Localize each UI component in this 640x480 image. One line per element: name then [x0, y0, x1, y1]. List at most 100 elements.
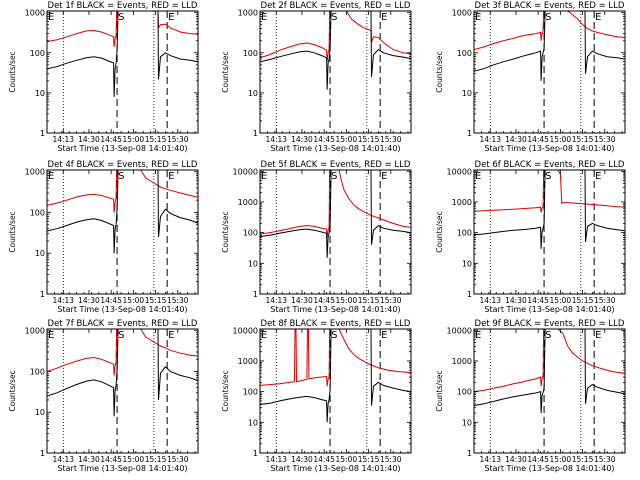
x-tick-label: 14:13 [265, 455, 287, 464]
event-marker-label: E [595, 171, 601, 182]
x-tick-label: 15:30 [380, 455, 402, 464]
y-tick-label: 1 [253, 129, 258, 138]
x-axis-title: Start Time (13-Sep-08 14:01:40) [270, 464, 400, 473]
y-tick-label: 1000 [452, 198, 472, 207]
x-axis-title: Start Time (13-Sep-08 14:01:40) [270, 305, 400, 314]
chart-title: Det 1f BLACK = Events, RED = LLD [48, 1, 198, 11]
reference-lines [489, 329, 595, 453]
series-line-events [260, 329, 411, 423]
chart-title: Det 2f BLACK = Events, RED = LLD [261, 1, 411, 11]
x-axis-title: Start Time (13-Sep-08 14:01:40) [484, 464, 614, 473]
chart-title: Det 4f BLACK = Events, RED = LLD [48, 160, 198, 170]
x-tick-label: 14:45 [100, 455, 122, 464]
y-tick-label: 1 [253, 449, 258, 458]
x-axis-title: Start Time (13-Sep-08 14:01:40) [484, 305, 614, 314]
x-tick-label: 14:30 [291, 135, 313, 144]
x-tick-label: 14:30 [505, 296, 527, 305]
plot-frame [473, 10, 626, 134]
reference-lines [275, 170, 381, 294]
plot-frame [46, 328, 199, 454]
event-marker-label: E [261, 330, 267, 341]
series-line-events [474, 170, 625, 249]
series-line-lld [474, 11, 625, 51]
y-tick-label: 1000 [238, 357, 258, 366]
x-tick-label: 14:13 [479, 296, 501, 305]
x-tick-label: 15:00 [123, 296, 145, 305]
event-marker-label: S [545, 171, 551, 182]
x-axis-title: Start Time (13-Sep-08 14:01:40) [57, 305, 187, 314]
x-tick-label: 14:30 [78, 135, 100, 144]
event-marker-label: S [545, 330, 551, 341]
x-tick-label: 15:30 [380, 135, 402, 144]
plot-frame [259, 328, 412, 454]
y-tick-label: 100 [30, 49, 45, 58]
event-marker-label: S [118, 171, 124, 182]
x-tick-label: 15:00 [123, 135, 145, 144]
plot-frame [46, 169, 199, 295]
y-tick-label: 1 [40, 290, 45, 299]
chart-title: Det 6f BLACK = Events, RED = LLD [475, 160, 625, 170]
event-marker-label: E [168, 171, 174, 182]
y-tick-label: 10 [248, 259, 258, 268]
x-tick-label: 14:13 [52, 455, 74, 464]
x-tick-label: 15:15 [358, 296, 380, 305]
x-axis-title: Start Time (13-Sep-08 14:01:40) [57, 144, 187, 153]
reference-lines [489, 11, 595, 133]
series-line-events [474, 329, 625, 414]
event-marker-label: E [48, 12, 54, 23]
chart-title: Det 9f BLACK = Events, RED = LLD [475, 319, 625, 329]
x-tick-label: 14:45 [100, 296, 122, 305]
x-tick-label: 15:15 [572, 455, 594, 464]
x-tick-label: 14:30 [505, 455, 527, 464]
x-tick-label: 15:15 [145, 455, 167, 464]
x-tick-label: 14:13 [52, 135, 74, 144]
x-tick-label: 14:30 [505, 135, 527, 144]
y-axis-title: Counts/sec [435, 51, 444, 92]
x-tick-label: 15:30 [594, 135, 616, 144]
event-marker-label: E [168, 330, 174, 341]
y-tick-label: 10000 [447, 326, 472, 335]
x-tick-label: 15:30 [594, 296, 616, 305]
y-tick-label: 1000 [452, 9, 472, 18]
y-tick-label: 10 [462, 418, 472, 427]
x-tick-label: 15:30 [594, 455, 616, 464]
x-tick-label: 15:15 [145, 135, 167, 144]
y-tick-label: 10000 [233, 326, 258, 335]
y-tick-label: 10000 [447, 167, 472, 176]
x-tick-label: 14:45 [313, 296, 335, 305]
y-tick-label: 1000 [25, 327, 45, 336]
y-axis-title: Counts/sec [435, 370, 444, 411]
event-marker-label: E [48, 330, 54, 341]
y-tick-label: 10 [248, 418, 258, 427]
series-line-events [260, 11, 411, 90]
y-tick-label: 100 [30, 367, 45, 376]
plot-frame [259, 169, 412, 295]
event-marker-label: S [118, 12, 124, 23]
event-marker-label: E [261, 171, 267, 182]
y-tick-label: 1000 [25, 9, 45, 18]
x-axis-title: Start Time (13-Sep-08 14:01:40) [270, 144, 400, 153]
plot-frame [473, 169, 626, 295]
event-marker-label: S [118, 330, 124, 341]
y-tick-label: 1 [40, 449, 45, 458]
y-tick-label: 100 [243, 388, 258, 397]
y-axis-title: Counts/sec [221, 51, 230, 92]
x-tick-label: 14:13 [479, 455, 501, 464]
y-tick-label: 10 [248, 89, 258, 98]
event-marker-label: E [381, 171, 387, 182]
x-tick-label: 15:30 [167, 296, 189, 305]
x-tick-label: 14:13 [52, 296, 74, 305]
x-tick-label: 15:00 [336, 296, 358, 305]
series-line-lld [474, 329, 625, 393]
y-tick-label: 1 [467, 129, 472, 138]
x-tick-label: 15:15 [572, 135, 594, 144]
series-line-events [474, 11, 625, 81]
x-tick-label: 15:30 [167, 135, 189, 144]
x-axis-title: Start Time (13-Sep-08 14:01:40) [484, 144, 614, 153]
